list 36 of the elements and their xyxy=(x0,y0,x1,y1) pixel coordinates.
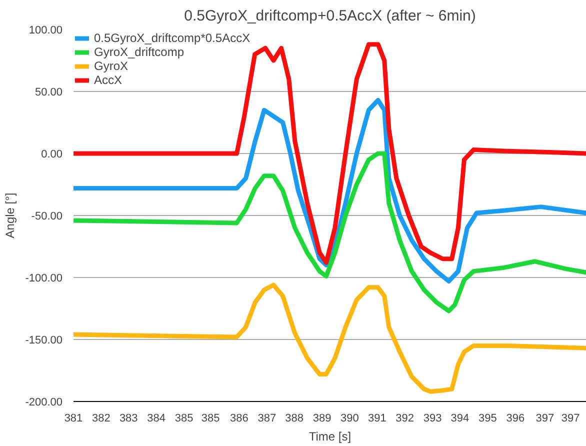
x-tick-label: 381 xyxy=(64,412,83,424)
x-tick-label: 385 xyxy=(201,412,220,424)
x-tick-label: 382 xyxy=(92,412,110,424)
y-tick-label: -200.00 xyxy=(25,396,63,408)
y-axis-title: Angle [°] xyxy=(3,192,18,238)
x-tick-label: 395 xyxy=(478,412,497,424)
x-tick-label: 383 xyxy=(119,412,138,424)
y-tick-label: -100.00 xyxy=(25,272,63,284)
y-tick-label: -50.00 xyxy=(31,210,63,222)
x-tick-label: 391 xyxy=(368,412,386,424)
x-tick-label: 396 xyxy=(506,412,525,424)
legend-label: AccX xyxy=(94,73,122,87)
y-tick-label: -150.00 xyxy=(25,334,63,346)
legend-label: 0.5GyroX_driftcomp*0.5AccX xyxy=(94,31,250,45)
x-tick-label: 386 xyxy=(230,412,248,424)
x-tick-label: 394 xyxy=(450,412,470,424)
x-tick-label: 393 xyxy=(423,412,442,424)
x-tick-label: 388 xyxy=(285,412,304,424)
line-series xyxy=(74,98,586,284)
y-tick-label: 50.00 xyxy=(34,86,63,98)
x-tick-label: 390 xyxy=(340,412,359,424)
x-tick-label: 387 xyxy=(258,412,276,424)
line-series xyxy=(74,151,586,314)
x-tick-label: 389 xyxy=(312,412,332,424)
x-tick-label: 397 xyxy=(561,412,580,424)
x-tick-label: 384 xyxy=(147,412,166,424)
legend-label: GyroX xyxy=(94,59,128,73)
chart-title: 0.5GyroX_driftcomp+0.5AccX (after ~ 6min) xyxy=(184,8,476,24)
x-tick-label: 385 xyxy=(174,412,194,424)
y-tick-label: 100.00 xyxy=(28,24,63,36)
x-tick-label: 397 xyxy=(536,412,554,424)
line-series xyxy=(74,282,586,394)
x-axis-title: Time [s] xyxy=(308,430,352,444)
legend-label: GyroX_driftcomp xyxy=(94,45,184,59)
y-tick-label: 0.00 xyxy=(41,148,63,160)
x-tick-label: 392 xyxy=(396,412,414,424)
